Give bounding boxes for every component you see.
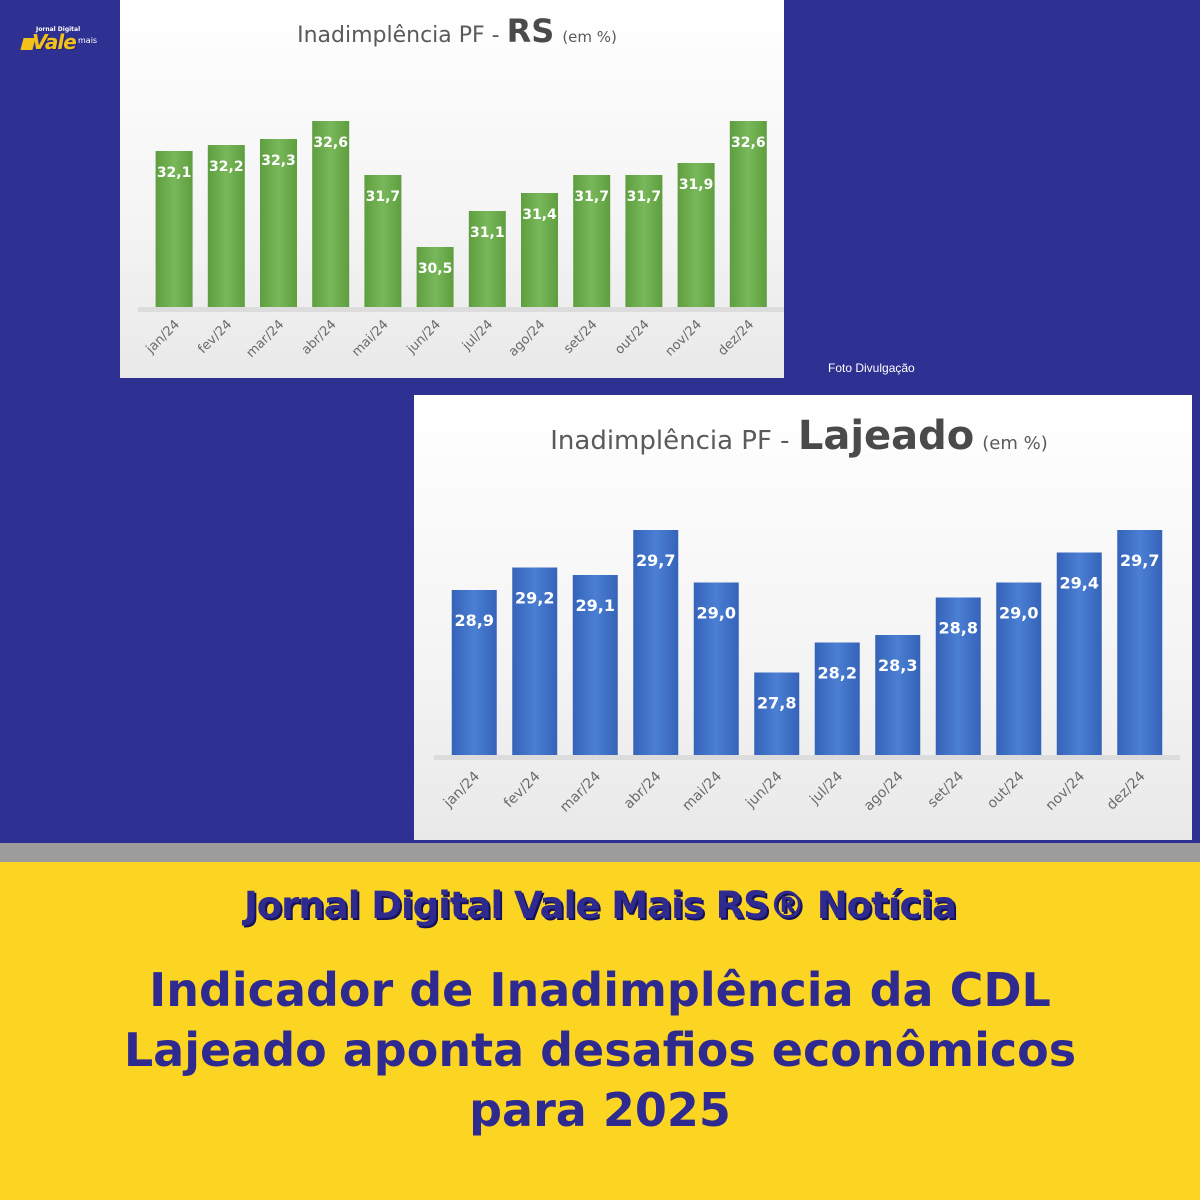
- tick-label-set/24: set/24: [925, 768, 967, 810]
- tick-label-mai/24: mai/24: [679, 768, 725, 814]
- bar-set/24: [573, 175, 611, 307]
- bar-label-set/24: 31,7: [574, 189, 609, 205]
- tick-label-jun/24: jun/24: [742, 768, 785, 811]
- tick-label-abr/24: abr/24: [299, 317, 340, 358]
- lajeado-chart-panel: Inadimplência PF - Lajeado (em %) 28,9 jan/…: [414, 395, 1192, 840]
- bar-label-out/24: 29,0: [999, 604, 1038, 623]
- chart-title: Inadimplência PF - RS (em %): [297, 12, 617, 50]
- tick-label-mar/24: mar/24: [244, 317, 288, 361]
- bar-jun/24: [754, 672, 800, 755]
- brand-logo: Jornal Digital Vale mais: [20, 26, 98, 54]
- bar-ago/24: [521, 193, 558, 307]
- tick-label-nov/24: nov/24: [1043, 768, 1089, 814]
- bar-label-set/24: 28,8: [939, 619, 978, 638]
- bar-label-jan/24: 28,9: [455, 611, 494, 630]
- bar-label-jul/24: 28,2: [818, 664, 857, 683]
- rs-bar-chart: Inadimplência PF - RS (em %) 32,1 jan/24 32,…: [138, 12, 784, 361]
- divider-stripe: [0, 843, 1200, 862]
- tick-label-dez/24: dez/24: [1104, 768, 1149, 813]
- bar-label-mar/24: 29,1: [576, 596, 615, 615]
- bar-jul/24: [814, 642, 860, 755]
- bar-label-mai/24: 29,0: [697, 604, 736, 623]
- bar-mai/24: [693, 582, 739, 755]
- bar-label-out/24: 31,7: [627, 189, 662, 205]
- chart-baseline: [138, 307, 784, 312]
- bar-abr/24: [633, 530, 679, 755]
- bar-label-abr/24: 32,6: [313, 135, 348, 151]
- bar-label-nov/24: 31,9: [679, 177, 714, 193]
- headline-banner: Jornal Digital Vale Mais RS® Notícia Ind…: [0, 862, 1200, 1200]
- bar-out/24: [996, 582, 1042, 755]
- bar-label-nov/24: 29,4: [1060, 574, 1099, 593]
- logo-small-text: Jornal Digital: [36, 26, 81, 33]
- tick-label-mai/24: mai/24: [349, 317, 392, 360]
- tick-label-nov/24: nov/24: [663, 317, 705, 359]
- news-headline: Indicador de Inadimplência da CDL Lajead…: [123, 963, 1077, 1137]
- bar-label-jan/24: 32,1: [157, 165, 192, 181]
- bar-jun/24: [416, 247, 454, 307]
- logo-mais-text: mais: [78, 36, 98, 45]
- bar-dez/24: [729, 121, 767, 307]
- bar-out/24: [625, 175, 663, 307]
- tick-label-ago/24: ago/24: [506, 317, 548, 359]
- bar-label-fev/24: 29,2: [515, 589, 554, 608]
- tick-label-mar/24: mar/24: [557, 768, 604, 815]
- bar-mar/24: [572, 575, 618, 755]
- bar-label-jun/24: 27,8: [757, 694, 796, 713]
- chart-title: Inadimplência PF - Lajeado (em %): [550, 413, 1048, 459]
- tick-label-jan/24: jan/24: [143, 317, 183, 357]
- tick-label-jul/24: jul/24: [459, 317, 496, 354]
- news-kicker: Jornal Digital Vale Mais RS® Notícia: [243, 884, 957, 927]
- photo-credit: Foto Divulgação: [828, 361, 915, 375]
- bar-nov/24: [677, 163, 715, 307]
- bar-fev/24: [207, 145, 245, 307]
- bar-nov/24: [1056, 552, 1102, 755]
- tick-label-jan/24: jan/24: [440, 768, 483, 811]
- logo-main-text: Vale: [32, 30, 77, 54]
- bar-ago/24: [875, 635, 921, 755]
- bar-jul/24: [468, 211, 506, 307]
- tick-label-abr/24: abr/24: [621, 768, 665, 812]
- bar-label-fev/24: 32,2: [209, 159, 244, 175]
- bar-jan/24: [451, 590, 497, 755]
- bar-label-ago/24: 28,3: [878, 656, 917, 675]
- bar-label-ago/24: 31,4: [522, 207, 557, 223]
- tick-label-fev/24: fev/24: [195, 317, 235, 357]
- tick-label-set/24: set/24: [561, 317, 600, 356]
- tick-label-dez/24: dez/24: [715, 317, 757, 359]
- bar-set/24: [935, 597, 981, 755]
- bar-label-mar/24: 32,3: [261, 153, 296, 169]
- bar-mar/24: [260, 139, 297, 307]
- bar-label-jun/24: 30,5: [418, 261, 453, 277]
- rs-chart-panel: Inadimplência PF - RS (em %) 32,1 jan/24 32,…: [120, 0, 784, 378]
- bar-label-dez/24: 32,6: [731, 135, 766, 151]
- lajeado-bar-chart: Inadimplência PF - Lajeado (em %) 28,9 jan/…: [434, 413, 1180, 816]
- tick-label-jun/24: jun/24: [404, 317, 444, 357]
- tick-label-fev/24: fev/24: [501, 768, 544, 811]
- bar-label-dez/24: 29,7: [1120, 551, 1159, 570]
- tick-label-jul/24: jul/24: [806, 768, 846, 808]
- tick-label-ago/24: ago/24: [861, 768, 907, 814]
- bar-label-mai/24: 31,7: [366, 189, 401, 205]
- bar-abr/24: [312, 121, 350, 307]
- chart-baseline: [434, 755, 1180, 760]
- bar-fev/24: [512, 567, 558, 755]
- bar-label-abr/24: 29,7: [636, 551, 675, 570]
- bar-mai/24: [364, 175, 402, 307]
- tick-label-out/24: out/24: [984, 768, 1028, 812]
- bar-label-jul/24: 31,1: [470, 225, 505, 241]
- tick-label-out/24: out/24: [612, 317, 652, 357]
- bar-jan/24: [155, 151, 193, 307]
- bar-dez/24: [1117, 530, 1163, 755]
